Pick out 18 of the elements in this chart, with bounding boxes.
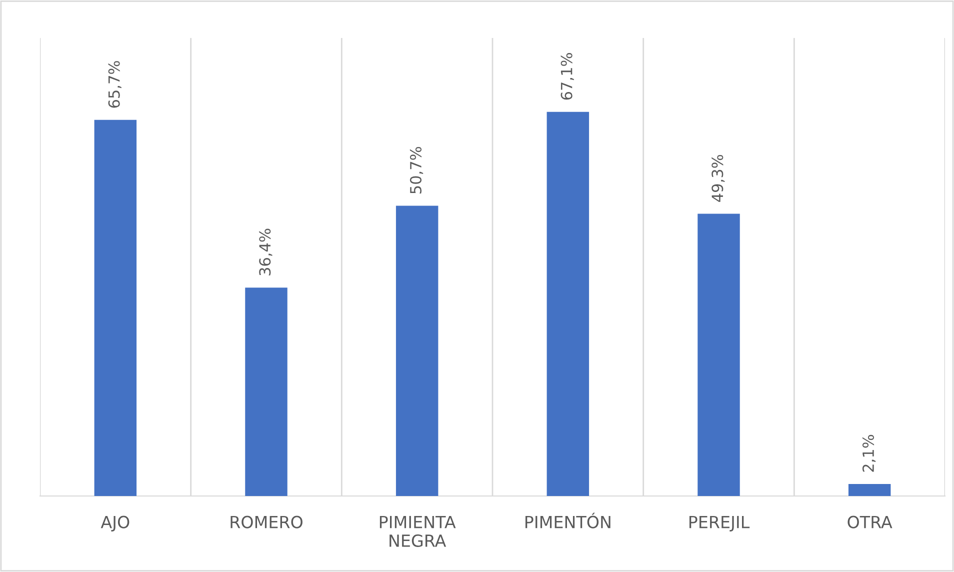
bar <box>94 120 137 496</box>
data-label: 36,4% <box>259 228 272 276</box>
x-tick-label: OTRA <box>848 516 892 528</box>
x-tick-label: ROMERO <box>230 516 302 528</box>
x-tick-label: PEREJIL <box>689 516 750 532</box>
bar <box>396 206 438 496</box>
bar <box>546 112 590 496</box>
x-tick-label: PIMENTÓN <box>525 512 610 528</box>
data-label: 2,1% <box>862 434 876 472</box>
bar <box>848 484 891 496</box>
bar <box>698 214 740 496</box>
data-label: 67,1% <box>560 53 574 100</box>
data-label: 49,3% <box>712 154 725 202</box>
x-tick-label: PIMIENTA NEGRA <box>380 516 456 548</box>
x-tick-label: AJO <box>100 516 130 532</box>
data-label: 50,7% <box>410 146 424 194</box>
bar <box>245 288 288 496</box>
data-label: 65,7% <box>108 61 122 108</box>
